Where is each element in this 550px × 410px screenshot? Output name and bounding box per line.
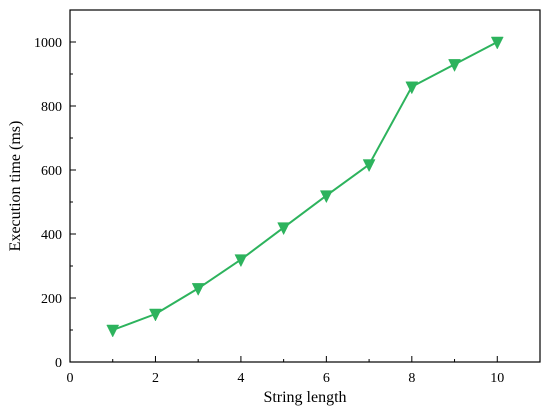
series-line [112,41,498,331]
x-tick-label: 2 [152,371,159,386]
data-point-marker [319,190,333,204]
y-tick-label: 600 [41,164,62,179]
x-tick-label: 8 [408,371,415,386]
x-tick-label: 0 [67,371,74,386]
y-tick-label: 200 [41,292,62,307]
data-point-marker [277,222,291,236]
data-point-marker [362,159,376,173]
x-axis-title: String length [263,389,346,406]
y-tick-label: 0 [55,356,62,371]
y-tick-label: 400 [41,228,62,243]
y-tick-label: 1000 [34,36,62,51]
data-point-marker [149,308,162,322]
x-tick-label: 4 [237,371,244,386]
y-axis-title: Execution time (ms) [7,121,24,252]
x-tick-label: 6 [323,371,330,386]
data-point-marker [191,283,205,296]
plot-frame [69,9,541,363]
data-point-marker [106,324,120,338]
axes [69,9,541,363]
series-polyline [112,41,498,331]
data-point-marker [490,36,504,50]
y-tick-label: 800 [41,100,62,115]
data-point-marker [448,59,461,72]
data-point-marker [234,254,248,268]
series-markers [106,36,504,338]
data-point-marker [405,81,419,95]
ticks: 0 2 4 6 8 10 0 200 400 600 800 1000 [34,36,504,386]
x-tick-label: 10 [490,371,504,386]
